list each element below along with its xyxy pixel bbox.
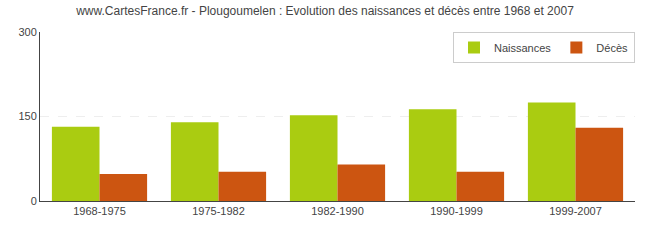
svg-text:150: 150: [18, 110, 36, 122]
svg-text:www.CartesFrance.fr - Plougoum: www.CartesFrance.fr - Plougoumelen : Evo…: [75, 4, 574, 18]
svg-text:1999-2007: 1999-2007: [549, 205, 602, 217]
svg-text:Décès: Décès: [596, 42, 628, 54]
svg-text:0: 0: [31, 195, 37, 207]
svg-text:Naissances: Naissances: [494, 42, 551, 54]
svg-text:1990-1999: 1990-1999: [430, 205, 483, 217]
svg-text:1975-1982: 1975-1982: [192, 205, 245, 217]
svg-text:1968-1975: 1968-1975: [73, 205, 126, 217]
svg-text:1982-1990: 1982-1990: [311, 205, 364, 217]
svg-text:300: 300: [18, 26, 36, 38]
